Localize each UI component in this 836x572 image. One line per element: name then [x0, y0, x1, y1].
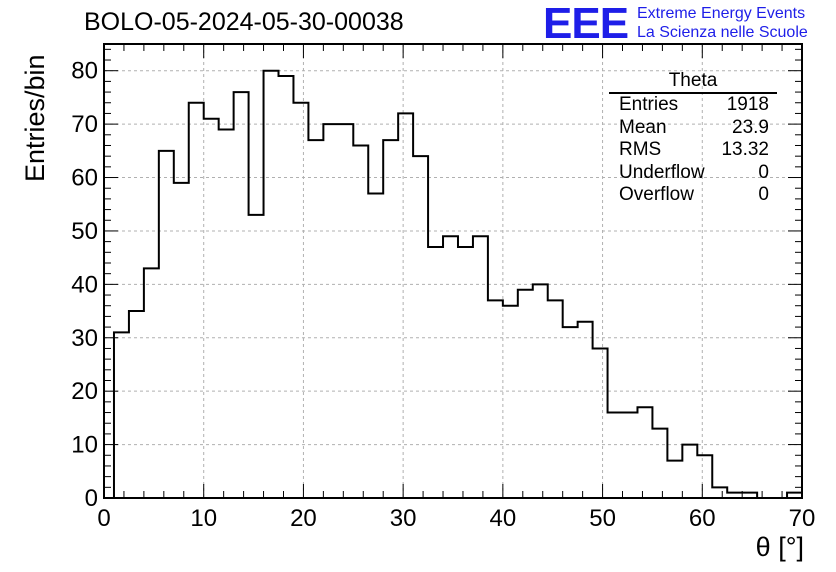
- stats-title: Theta: [609, 70, 777, 94]
- histogram-bin: [114, 332, 129, 498]
- x-tick-label: 10: [190, 505, 217, 532]
- stats-label: Mean: [619, 117, 667, 140]
- x-tick-label: 50: [589, 505, 616, 532]
- x-tick-label: 40: [490, 505, 517, 532]
- stats-value: 0: [758, 184, 769, 207]
- histogram-bin: [473, 236, 488, 498]
- histogram-bin: [323, 124, 338, 498]
- y-axis-label: Entries/bin: [20, 54, 51, 182]
- y-tick-label: 60: [71, 165, 98, 192]
- stats-row-overflow: Overflow 0: [609, 184, 777, 207]
- eee-logo: EEE: [543, 0, 628, 48]
- histogram-bin: [608, 413, 623, 498]
- x-tick-label: 70: [789, 505, 816, 532]
- histogram-bin: [129, 311, 144, 498]
- chart-title: BOLO-05-2024-05-30-00038: [84, 8, 404, 37]
- histogram-bin: [159, 151, 174, 498]
- histogram-bin: [533, 284, 548, 498]
- stats-row-underflow: Underflow 0: [609, 162, 777, 185]
- histogram-bin: [249, 215, 264, 498]
- stats-label: Overflow: [619, 184, 694, 207]
- histogram-bin: [712, 487, 727, 498]
- histogram-bin: [338, 124, 353, 498]
- histogram-bin: [413, 156, 428, 498]
- histogram-bin: [144, 268, 159, 498]
- stats-value: 0: [758, 162, 769, 185]
- histogram-bin: [189, 103, 204, 498]
- stats-label: Underflow: [619, 162, 705, 185]
- y-tick-label: 50: [71, 218, 98, 245]
- stats-label: RMS: [619, 139, 661, 162]
- histogram-bin: [488, 300, 503, 498]
- histogram-bin: [518, 290, 533, 498]
- histogram-bin: [563, 327, 578, 498]
- stats-value: 23.9: [732, 117, 769, 140]
- y-tick-label: 70: [71, 111, 98, 138]
- histogram-bin: [234, 92, 249, 498]
- y-tick-label: 40: [71, 271, 98, 298]
- logo-line-1: Extreme Energy Events: [637, 5, 805, 23]
- histogram-bin: [578, 322, 593, 498]
- histogram-bin: [353, 145, 368, 498]
- histogram-bin: [279, 76, 294, 498]
- histogram-bin: [548, 300, 563, 498]
- histogram-bin: [398, 113, 413, 498]
- histogram-bin: [593, 348, 608, 498]
- x-tick-label: 20: [290, 505, 317, 532]
- stats-box: Theta Entries 1918 Mean 23.9 RMS 13.32 U…: [609, 70, 777, 207]
- histogram-bin: [383, 140, 398, 498]
- histogram-bin: [503, 306, 518, 498]
- stats-row-entries: Entries 1918: [609, 94, 777, 117]
- stats-value: 1918: [727, 94, 769, 117]
- histogram-bin: [293, 103, 308, 498]
- stats-row-rms: RMS 13.32: [609, 139, 777, 162]
- y-tick-label: 10: [71, 432, 98, 459]
- x-tick-label: 60: [689, 505, 716, 532]
- histogram-bin: [637, 407, 652, 498]
- y-tick-label: 20: [71, 378, 98, 405]
- histogram-bin: [652, 429, 667, 498]
- histogram-bin: [204, 119, 219, 498]
- stats-row-mean: Mean 23.9: [609, 117, 777, 140]
- histogram-bin: [667, 461, 682, 498]
- x-tick-label: 0: [97, 505, 110, 532]
- histogram-bin: [264, 71, 279, 498]
- histogram-bin: [174, 183, 189, 498]
- histogram-bin: [623, 413, 638, 498]
- x-tick-label: 30: [390, 505, 417, 532]
- logo-line-2: La Scienza nelle Scuole: [637, 24, 808, 42]
- histogram-bin: [682, 445, 697, 498]
- histogram-bin: [697, 455, 712, 498]
- stats-value: 13.32: [721, 139, 769, 162]
- histogram-bin: [219, 129, 234, 498]
- y-tick-label: 80: [71, 58, 98, 85]
- histogram-bin: [368, 194, 383, 498]
- y-tick-label: 30: [71, 325, 98, 352]
- stats-label: Entries: [619, 94, 678, 117]
- y-tick-label: 0: [85, 485, 98, 512]
- x-axis-label: θ [°]: [756, 532, 804, 563]
- histogram-bin: [443, 236, 458, 498]
